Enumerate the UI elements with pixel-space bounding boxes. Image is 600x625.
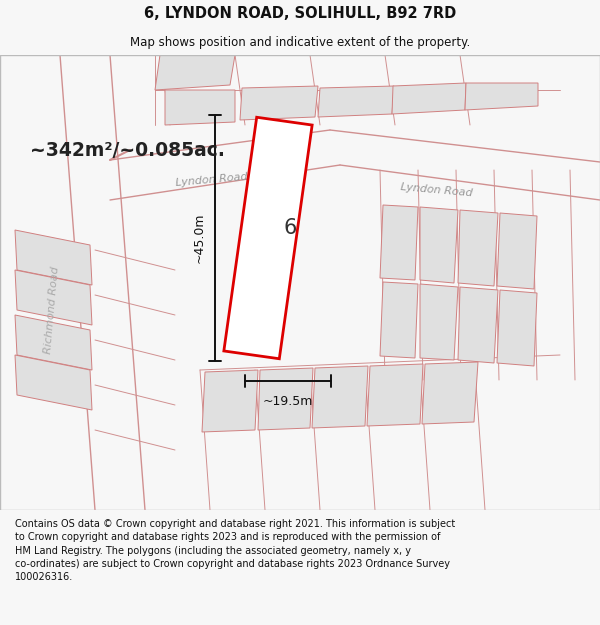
Polygon shape: [420, 207, 458, 283]
Polygon shape: [420, 284, 458, 360]
Polygon shape: [202, 370, 258, 432]
Polygon shape: [497, 213, 537, 289]
Text: Lyndon Road: Lyndon Road: [175, 172, 248, 188]
Polygon shape: [392, 83, 466, 114]
Polygon shape: [458, 287, 498, 363]
Text: ~19.5m: ~19.5m: [263, 395, 313, 408]
Polygon shape: [15, 270, 92, 325]
Polygon shape: [465, 83, 538, 110]
Text: Lyndon Road: Lyndon Road: [400, 182, 473, 198]
Polygon shape: [318, 86, 394, 117]
Polygon shape: [155, 55, 235, 90]
Text: ~342m²/~0.085ac.: ~342m²/~0.085ac.: [30, 141, 225, 159]
Text: 6: 6: [283, 218, 296, 238]
Polygon shape: [380, 205, 418, 280]
Text: Contains OS data © Crown copyright and database right 2021. This information is : Contains OS data © Crown copyright and d…: [15, 519, 455, 582]
Polygon shape: [165, 90, 235, 125]
Text: Richmond Road: Richmond Road: [43, 266, 61, 354]
Polygon shape: [15, 315, 92, 370]
Polygon shape: [458, 210, 498, 286]
Polygon shape: [367, 364, 423, 426]
Polygon shape: [380, 282, 418, 358]
Polygon shape: [497, 290, 537, 366]
Polygon shape: [15, 230, 92, 285]
Polygon shape: [15, 355, 92, 410]
Polygon shape: [258, 368, 313, 430]
Polygon shape: [240, 86, 318, 120]
Text: Map shows position and indicative extent of the property.: Map shows position and indicative extent…: [130, 36, 470, 49]
Text: 6, LYNDON ROAD, SOLIHULL, B92 7RD: 6, LYNDON ROAD, SOLIHULL, B92 7RD: [144, 6, 456, 21]
Polygon shape: [422, 362, 478, 424]
Text: ~45.0m: ~45.0m: [193, 213, 205, 263]
Polygon shape: [312, 366, 368, 428]
Polygon shape: [224, 118, 312, 359]
